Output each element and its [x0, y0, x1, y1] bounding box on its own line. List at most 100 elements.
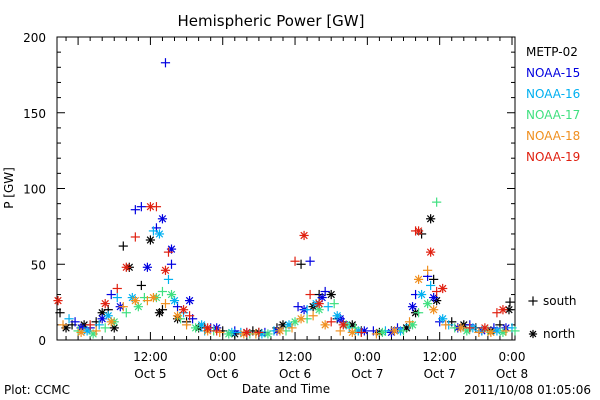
- south-point: [112, 283, 122, 294]
- north-point: [172, 311, 183, 321]
- north-point: [413, 274, 424, 284]
- south-point: [181, 320, 192, 330]
- south-point: [121, 308, 131, 318]
- south-marker-label: south: [543, 294, 577, 308]
- south-point: [326, 317, 336, 327]
- legend-item: NOAA-18: [526, 129, 580, 143]
- south-point: [136, 202, 146, 212]
- y-tick-label: 0: [38, 334, 46, 348]
- north-point: [317, 292, 327, 303]
- north-point: [145, 235, 156, 245]
- x-tick-label-time: 12:00: [278, 350, 313, 364]
- south-marker-symbol: [528, 296, 538, 306]
- south-point: [465, 323, 475, 333]
- north-point: [429, 292, 439, 303]
- legend-item: METP-02: [526, 45, 578, 59]
- north-point: [338, 320, 348, 330]
- north-point: [154, 308, 165, 318]
- north-point: [429, 305, 439, 315]
- x-tick-label-time: 0:00: [499, 350, 526, 364]
- south-point: [323, 302, 333, 312]
- south-point: [118, 302, 128, 312]
- south-point: [426, 280, 436, 291]
- north-point: [191, 323, 201, 333]
- south-point: [112, 292, 122, 303]
- south-point: [100, 323, 110, 333]
- south-point: [296, 259, 306, 269]
- south-point: [64, 314, 74, 324]
- south-point: [130, 232, 140, 242]
- north-point: [263, 329, 273, 339]
- x-tick-label-date: Oct 7: [351, 367, 383, 381]
- legend-item: NOAA-17: [526, 108, 580, 122]
- north-point: [53, 296, 63, 306]
- legend-item: NOAA-16: [526, 87, 580, 101]
- north-point: [100, 299, 110, 309]
- south-point: [474, 327, 484, 338]
- south-point: [302, 305, 312, 315]
- south-point: [501, 326, 511, 336]
- chart-title: Hemispheric Power [GW]: [178, 12, 365, 30]
- north-point: [106, 317, 116, 327]
- south-point: [184, 311, 195, 321]
- plot-source: Plot: CCMC: [4, 383, 70, 397]
- north-point: [133, 302, 143, 312]
- legend-item: NOAA-15: [526, 66, 580, 80]
- north-point: [492, 326, 502, 336]
- x-tick-label-date: Oct 6: [207, 367, 239, 381]
- south-point: [70, 317, 80, 327]
- north-point: [121, 262, 131, 272]
- north-point: [416, 289, 427, 300]
- north-point: [498, 305, 508, 315]
- y-tick-label: 200: [23, 31, 46, 45]
- north-point: [160, 265, 171, 275]
- north-point: [296, 314, 306, 324]
- north-point: [178, 305, 189, 315]
- north-point: [326, 289, 336, 300]
- series-noaa-15: [70, 58, 511, 338]
- north-point: [242, 327, 252, 338]
- north-point: [480, 323, 490, 333]
- south-point: [356, 327, 366, 338]
- south-point: [157, 286, 168, 297]
- y-axis-label: P [GW]: [2, 167, 16, 209]
- series-metp-02: [55, 214, 515, 339]
- south-point: [160, 58, 171, 68]
- y-axis-ticks: 0 50 100 150 200: [23, 31, 515, 348]
- north-point: [407, 302, 418, 312]
- north-point: [154, 229, 165, 239]
- north-point: [145, 202, 156, 212]
- north-point: [290, 317, 300, 327]
- north-point: [148, 292, 159, 303]
- north-point: [413, 226, 424, 236]
- north-point: [224, 329, 234, 339]
- north-point: [109, 323, 119, 333]
- south-point: [163, 274, 174, 284]
- south-point: [118, 241, 128, 251]
- south-point: [287, 323, 297, 333]
- north-point: [142, 262, 152, 272]
- y-tick-label: 150: [23, 107, 46, 121]
- north-point: [423, 299, 433, 309]
- south-point: [106, 289, 116, 300]
- south-point: [136, 280, 146, 291]
- x-tick-label-date: Oct 8: [496, 367, 528, 381]
- south-point: [398, 326, 409, 336]
- plot-frame: [56, 36, 516, 341]
- south-point: [55, 308, 65, 318]
- south-point: [290, 256, 300, 266]
- north-point: [347, 327, 357, 338]
- north-point: [275, 326, 285, 336]
- south-point: [429, 274, 439, 284]
- north-point: [438, 283, 448, 294]
- south-point: [85, 320, 95, 330]
- south-point: [371, 329, 381, 339]
- north-marker-symbol: [528, 329, 538, 339]
- legend: METP-02 NOAA-15 NOAA-16 NOAA-17 NOAA-18 NOAA-…: [526, 45, 580, 164]
- x-tick-label-time: 12:00: [133, 350, 168, 364]
- south-point: [423, 265, 433, 275]
- y-tick-label: 100: [23, 183, 46, 197]
- north-point: [438, 314, 448, 324]
- x-tick-label-time: 0:00: [354, 350, 381, 364]
